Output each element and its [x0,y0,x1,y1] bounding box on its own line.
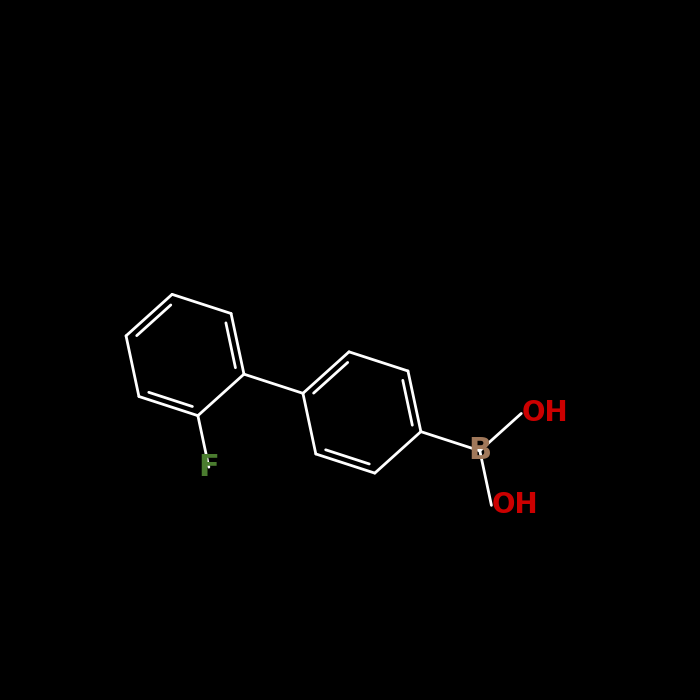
Text: F: F [199,453,219,482]
Text: OH: OH [522,400,568,428]
Text: OH: OH [491,491,538,519]
Text: B: B [468,436,491,466]
